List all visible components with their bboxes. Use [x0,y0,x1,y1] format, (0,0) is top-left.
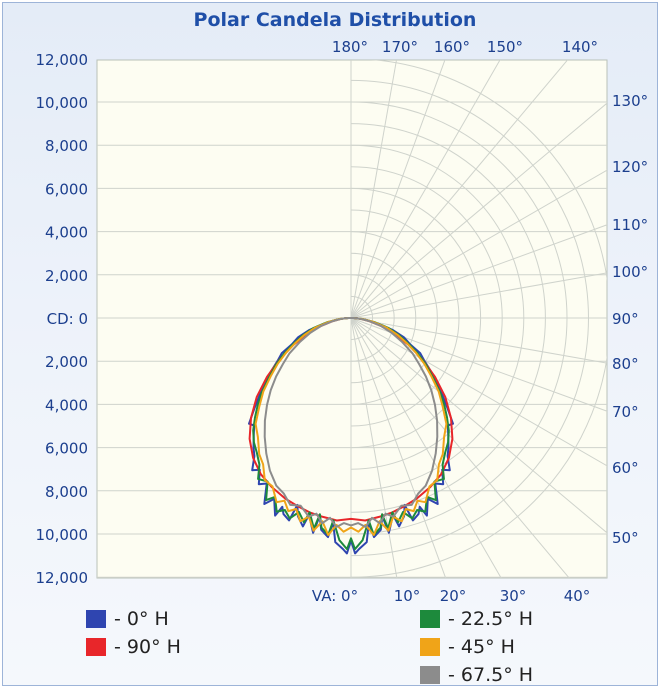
right-angle-label: 80° [612,355,639,373]
top-angle-label: 140° [562,38,598,56]
bottom-angle-label: 40° [564,587,591,605]
bottom-angle-label: 20° [440,587,467,605]
right-angle-label: 110° [612,216,648,234]
left-tick-label: 10,000 [36,526,89,544]
polar-spoke [350,272,607,319]
series-layer [248,317,454,555]
polar-grid [97,60,607,578]
left-tick-label: 2,000 [45,353,88,371]
left-tick-label: 10,000 [36,94,89,112]
left-tick-label: 6,000 [45,440,88,458]
polar-spoke [350,317,607,364]
left-tick-label: 4,000 [45,224,88,242]
polar-spoke [350,169,607,319]
polar-spoke [350,224,607,319]
series-67-5-H-line [263,317,439,528]
legend-swatch [86,610,106,628]
left-tick-label: 8,000 [45,483,88,501]
polar-spoke [350,102,607,319]
legend-label: - 67.5° H [448,664,534,686]
legend-item: - 0° H [86,608,169,630]
polar-spoke [350,317,607,534]
polar-ring [350,60,607,578]
chart-title: Polar Candela Distribution [194,9,477,31]
legend-label: - 90° H [114,636,181,658]
legend-label: - 0° H [114,608,169,630]
polar-spoke [350,317,570,578]
polar-spoke [350,60,501,319]
right-angle-label: 130° [612,92,648,110]
legend-swatch [420,610,440,628]
polar-spoke [350,317,607,467]
left-tick-label: CD: 0 [47,310,88,328]
top-angle-label: 170° [382,38,418,56]
legend-item: - 67.5° H [420,664,533,686]
legend-item: - 90° H [86,636,181,658]
left-tick-label: 4,000 [45,396,88,414]
legend-item: - 45° H [420,636,515,658]
legend-label: - 22.5° H [448,608,534,630]
right-angle-label: 60° [612,459,639,477]
polar-spoke [350,60,398,319]
right-angle-label: 70° [612,403,639,421]
top-angle-label: 150° [487,38,523,56]
left-tick-label: 6,000 [45,180,88,198]
legend-item: - 22.5° H [420,608,533,630]
bottom-angle-label: 10° [394,587,421,605]
polar-spoke [350,60,446,319]
left-tick-label: 2,000 [45,267,88,285]
polar-spoke [350,317,447,578]
right-angle-label: 120° [612,158,648,176]
right-angle-label: 100° [612,263,648,281]
polar-spoke [350,60,569,319]
bottom-angle-label: 30° [500,587,527,605]
polar-spoke [350,317,607,412]
left-tick-label: 12,000 [36,569,89,587]
legend-swatch [420,638,440,656]
right-angle-label: 50° [612,529,639,547]
legend-label: - 45° H [448,636,515,658]
left-tick-label: 12,000 [36,51,89,69]
top-angle-label: 180° [332,38,368,56]
top-angle-label: 160° [434,38,470,56]
left-tick-label: 8,000 [45,137,88,155]
right-angle-label: 90° [612,310,639,328]
legend-swatch [86,638,106,656]
bottom-angle-label: VA: 0° [312,587,358,605]
legend-swatch [420,666,440,684]
polar-spoke [350,317,398,578]
axis-labels: 12,000 10,000 8,000 6,000 4,000 2,000 CD: 0 2,0… [36,38,649,605]
